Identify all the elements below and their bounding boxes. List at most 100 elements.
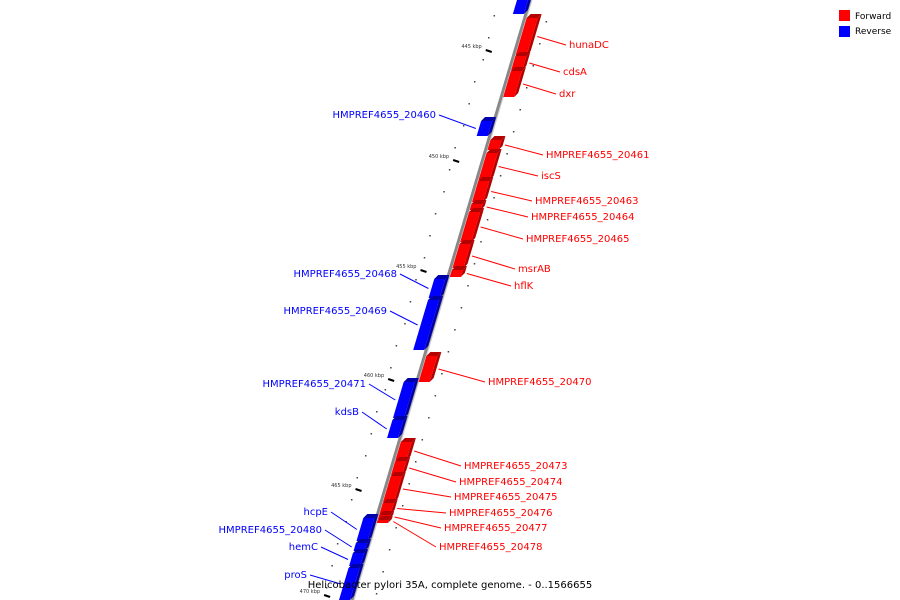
gene-iscs-arrow[interactable] <box>478 153 498 180</box>
gene-hmpref4655-20471-side <box>403 378 419 418</box>
label-leader-hmpref4655-20477 <box>394 516 442 529</box>
minor-tick <box>454 147 456 149</box>
minor-tick <box>409 301 412 303</box>
gene-label-pros[interactable]: proS <box>284 570 307 581</box>
minor-tick <box>448 169 451 171</box>
label-leader-hmpref4655-20480 <box>324 529 352 548</box>
label-leader-hmpref4655-20476 <box>397 508 447 514</box>
gene-label-hmpref4655-20465[interactable]: HMPREF4655_20465 <box>526 234 629 245</box>
gene-hmpref4655-20463-arrow[interactable] <box>472 181 490 202</box>
gene-hmpref4655-20480-top <box>355 539 371 543</box>
minor-tick <box>415 279 417 281</box>
gene-cdsa-arrow[interactable] <box>511 56 527 70</box>
gene-pros-arrow[interactable] <box>339 568 360 600</box>
minor-tick <box>421 439 424 441</box>
gene-hmpref4655-20475-arrow[interactable] <box>383 476 402 502</box>
minor-tick <box>506 153 508 155</box>
gene-kdsb-arrow[interactable] <box>387 420 404 438</box>
minor-tick <box>370 433 373 435</box>
gene-hflk-arrow[interactable] <box>449 270 463 277</box>
gene-hmpref4655-20461-side <box>498 136 506 150</box>
gene-label-hmpref4655-20468[interactable]: HMPREF4655_20468 <box>294 269 397 280</box>
gene-hmpref4655-20461-arrow[interactable] <box>487 140 502 150</box>
gene-label-hmpref4655-20480[interactable]: HMPREF4655_20480 <box>219 525 322 536</box>
gene-hmpref4655-20473-arrow[interactable] <box>395 442 412 460</box>
gene-hemc-side <box>360 549 368 566</box>
gene-hmpref4655-20474-arrow[interactable] <box>391 461 407 475</box>
gene-label-hmpref4655-20478[interactable]: HMPREF4655_20478 <box>439 542 542 553</box>
label-leader-kdsb <box>361 411 388 430</box>
gene-pros-top <box>348 564 364 568</box>
minor-tick <box>462 125 465 127</box>
gene-hmpref4655-20473-top <box>400 438 416 442</box>
gene-cdsa-top <box>515 52 531 56</box>
minor-tick <box>493 197 495 199</box>
gene-label-hmpref4655-20471[interactable]: HMPREF4655_20471 <box>263 379 366 390</box>
gene-label-hmpref4655-20474[interactable]: HMPREF4655_20474 <box>459 477 562 488</box>
minor-tick <box>512 131 515 133</box>
minor-tick <box>384 389 387 391</box>
gene-hemc-arrow[interactable] <box>349 553 364 566</box>
gene-hmpref4655-20469-arrow[interactable] <box>413 300 439 350</box>
gene-hmpref4655-20469-side <box>424 296 443 350</box>
gene-hemc-top <box>352 549 368 553</box>
gene-label-hmpref4655-20473[interactable]: HMPREF4655_20473 <box>464 461 567 472</box>
gene-hmpref4655-20478-side <box>387 516 393 523</box>
tick-label: 445 kbp <box>461 44 481 50</box>
gene-label-cdsa[interactable]: cdsA <box>563 67 587 78</box>
minor-tick <box>441 373 443 375</box>
gene-hmpref4655-20465-arrow[interactable] <box>460 212 481 242</box>
gene-hmpref4655-20465-top <box>469 208 485 212</box>
gene-hmpref4655-20468-arrow[interactable] <box>428 279 446 298</box>
gene-label-hunadc[interactable]: hunaDC <box>569 40 609 51</box>
gene-hmpref4655-20477-top <box>379 511 395 515</box>
label-leader-hmpref4655-20460 <box>438 114 477 129</box>
ticks-layer: 445 kbp 450 kbp 455 kbp 460 kbp 465 kbp 470 k… <box>300 15 548 598</box>
gene-label-hmpref4655-20476[interactable]: HMPREF4655_20476 <box>449 508 552 519</box>
gene-hmpref4655-20470-side <box>429 352 442 382</box>
genes-layer <box>339 0 542 600</box>
tick-label: 450 kbp <box>429 154 449 160</box>
gene-hmpref4655-20475-side <box>394 472 406 502</box>
gene-label-hmpref4655-20463[interactable]: HMPREF4655_20463 <box>535 196 638 207</box>
gene-label-hmpref4655-20470[interactable]: HMPREF4655_20470 <box>488 377 591 388</box>
label-leader-cdsa <box>529 62 561 73</box>
tick-label: 455 kbp <box>396 264 416 270</box>
gene-label-hmpref4655-20475[interactable]: HMPREF4655_20475 <box>454 492 557 503</box>
gene-reverse-top-arrow[interactable] <box>512 0 528 14</box>
gene-hcpe-arrow[interactable] <box>356 518 375 541</box>
gene-msrab-side <box>463 240 475 268</box>
label-leader-dxr <box>522 83 557 95</box>
minor-tick <box>325 587 328 589</box>
gene-msrab-arrow[interactable] <box>452 244 471 268</box>
gene-label-hmpref4655-20469[interactable]: HMPREF4655_20469 <box>284 306 387 317</box>
gene-label-hemc[interactable]: hemC <box>289 542 318 553</box>
gene-label-hmpref4655-20477[interactable]: HMPREF4655_20477 <box>444 523 547 534</box>
minor-tick <box>525 87 528 89</box>
gene-label-hflk[interactable]: hflK <box>514 281 534 292</box>
gene-hcpe-top <box>363 514 379 518</box>
minor-tick <box>467 285 469 287</box>
gene-hunadc-arrow[interactable] <box>515 18 538 55</box>
gene-label-iscs[interactable]: iscS <box>541 171 561 182</box>
gene-label-hmpref4655-20461[interactable]: HMPREF4655_20461 <box>546 150 649 161</box>
gene-hmpref4655-20460-arrow[interactable] <box>476 121 493 136</box>
gene-label-hmpref4655-20464[interactable]: HMPREF4655_20464 <box>531 212 634 223</box>
label-leader-hmpref4655-20470 <box>438 368 486 383</box>
gene-label-msrab[interactable]: msrAB <box>518 264 551 275</box>
label-leader-hunadc <box>537 36 567 46</box>
gene-hmpref4655-20471-arrow[interactable] <box>392 382 415 418</box>
gene-label-hmpref4655-20460[interactable]: HMPREF4655_20460 <box>333 110 436 121</box>
genome-backbone-highlight <box>353 0 533 600</box>
gene-label-dxr[interactable]: dxr <box>559 89 576 100</box>
gene-label-hcpe[interactable]: hcpE <box>303 507 328 518</box>
gene-label-kdsb[interactable]: kdsB <box>335 407 359 418</box>
gene-dxr-arrow[interactable] <box>503 71 522 97</box>
legend-swatch-forward <box>839 10 850 21</box>
gene-hmpref4655-20478-arrow[interactable] <box>376 520 389 523</box>
minor-tick <box>532 65 534 67</box>
gene-iscs-side <box>489 149 502 180</box>
gene-hmpref4655-20470-arrow[interactable] <box>418 356 438 382</box>
gene-iscs-top <box>486 149 502 153</box>
